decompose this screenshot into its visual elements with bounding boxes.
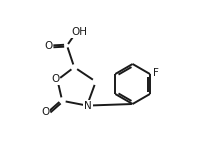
Text: O: O [41,107,49,117]
Text: N: N [84,101,92,111]
Text: O: O [51,74,60,84]
Text: OH: OH [72,27,88,37]
Text: O: O [44,41,52,51]
Text: F: F [153,68,159,78]
